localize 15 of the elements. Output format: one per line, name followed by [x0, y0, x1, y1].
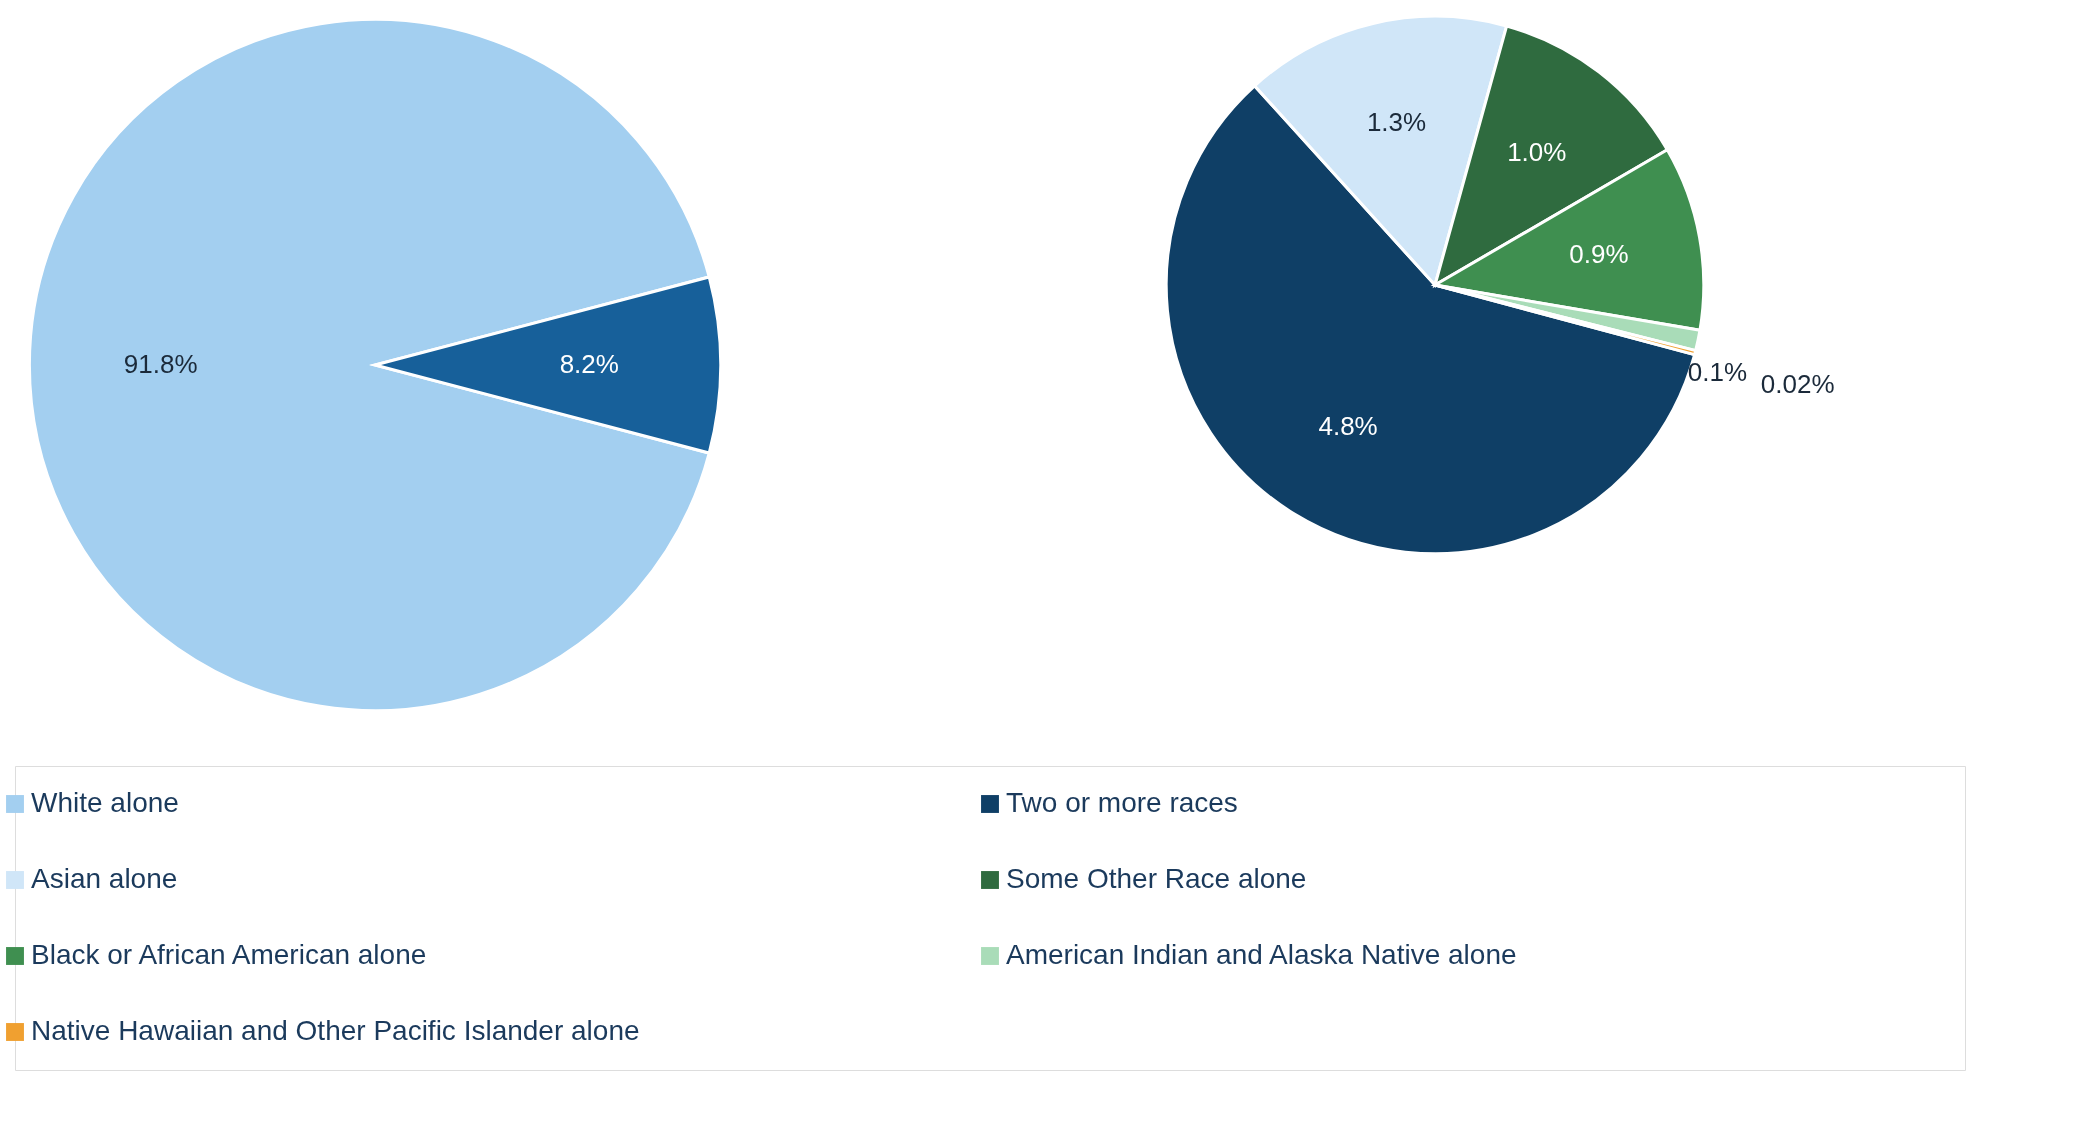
- data-label: 91.8%: [123, 349, 198, 379]
- legend-label: Two or more races: [1006, 787, 1238, 818]
- data-label: 0.02%: [1760, 369, 1835, 400]
- data-label: 0.9%: [1569, 239, 1629, 270]
- legend-label: Asian alone: [31, 863, 178, 894]
- legend-label: Some Other Race alone: [1006, 863, 1307, 894]
- data-label: 1.0%: [1507, 137, 1567, 168]
- legend-label: American Indian and Alaska Native alone: [1006, 939, 1517, 970]
- legend-label: Native Hawaiian and Other Pacific Islander alone: [31, 1015, 640, 1046]
- data-label: 0.1%: [1687, 356, 1748, 387]
- data-label: 1.3%: [1366, 106, 1427, 137]
- legend-label: Black or African American alone: [31, 939, 427, 970]
- data-label: 8.2%: [559, 349, 619, 379]
- data-label: 4.8%: [1318, 411, 1378, 442]
- legend-label: White alone: [31, 787, 179, 818]
